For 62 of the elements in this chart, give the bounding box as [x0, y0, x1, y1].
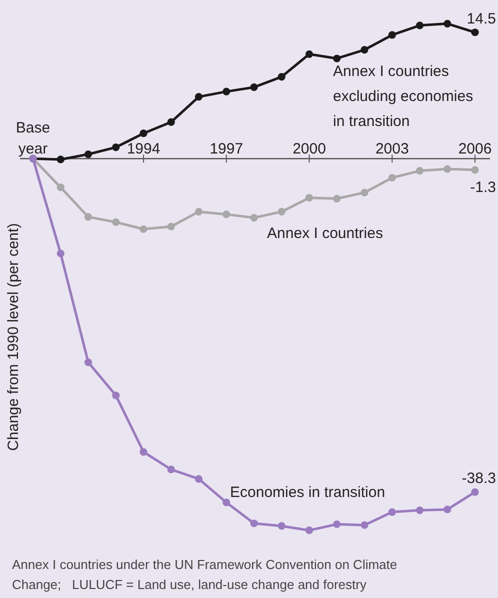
point	[222, 88, 230, 96]
point	[305, 194, 314, 202]
point	[388, 508, 396, 516]
point	[360, 188, 368, 196]
point	[112, 392, 120, 400]
point	[305, 526, 314, 534]
point	[471, 488, 479, 496]
x-tick-label: Base year	[16, 120, 50, 158]
series-label: Economies in transition	[230, 484, 386, 501]
data-label: -1.3	[470, 178, 496, 196]
point	[167, 118, 175, 126]
point	[333, 520, 341, 528]
point	[333, 194, 341, 202]
point	[360, 521, 368, 529]
point	[194, 475, 203, 483]
point	[84, 213, 92, 221]
point	[388, 31, 396, 39]
point	[333, 54, 341, 62]
point	[167, 466, 175, 474]
point	[140, 448, 148, 456]
x-tick-label: 1994	[126, 140, 160, 158]
point	[416, 506, 424, 514]
point	[360, 46, 368, 54]
point	[84, 358, 92, 366]
point	[471, 28, 479, 36]
point	[194, 92, 203, 101]
point	[471, 166, 479, 174]
point	[167, 222, 175, 230]
series-label: Annex I countries excluding economies in transition	[333, 63, 474, 130]
point	[250, 83, 258, 92]
point	[305, 50, 314, 58]
point	[278, 522, 286, 530]
x-tick-label: 2006	[458, 140, 492, 158]
point	[112, 218, 120, 226]
point	[416, 22, 424, 30]
point	[140, 130, 148, 138]
point	[444, 20, 452, 28]
point	[278, 208, 286, 216]
point	[56, 250, 64, 258]
point	[112, 143, 120, 152]
point	[278, 72, 286, 81]
point	[84, 150, 92, 158]
point	[56, 156, 64, 164]
point	[416, 166, 424, 175]
point	[444, 165, 452, 173]
point	[140, 225, 148, 233]
data-label: -38.3	[462, 470, 496, 488]
point	[56, 184, 64, 192]
point	[388, 174, 396, 182]
data-label: 14.5	[466, 10, 496, 28]
text: Annex I countries under the UN Framework Convention on Climate Change; LULUCF = Land use, land-use change and forestry	[12, 557, 398, 592]
point	[250, 214, 258, 222]
y-axis-title: Change from 1990 level (per cent)	[5, 223, 22, 451]
x-tick-label: 2003	[375, 140, 409, 158]
series-label: Annex I countries	[267, 225, 383, 242]
x-tick-label: 2000	[292, 140, 326, 158]
point	[222, 498, 230, 506]
point	[250, 520, 258, 528]
point	[194, 208, 203, 216]
x-tick-label: 1997	[210, 140, 244, 158]
point	[222, 210, 230, 218]
point	[444, 506, 452, 514]
